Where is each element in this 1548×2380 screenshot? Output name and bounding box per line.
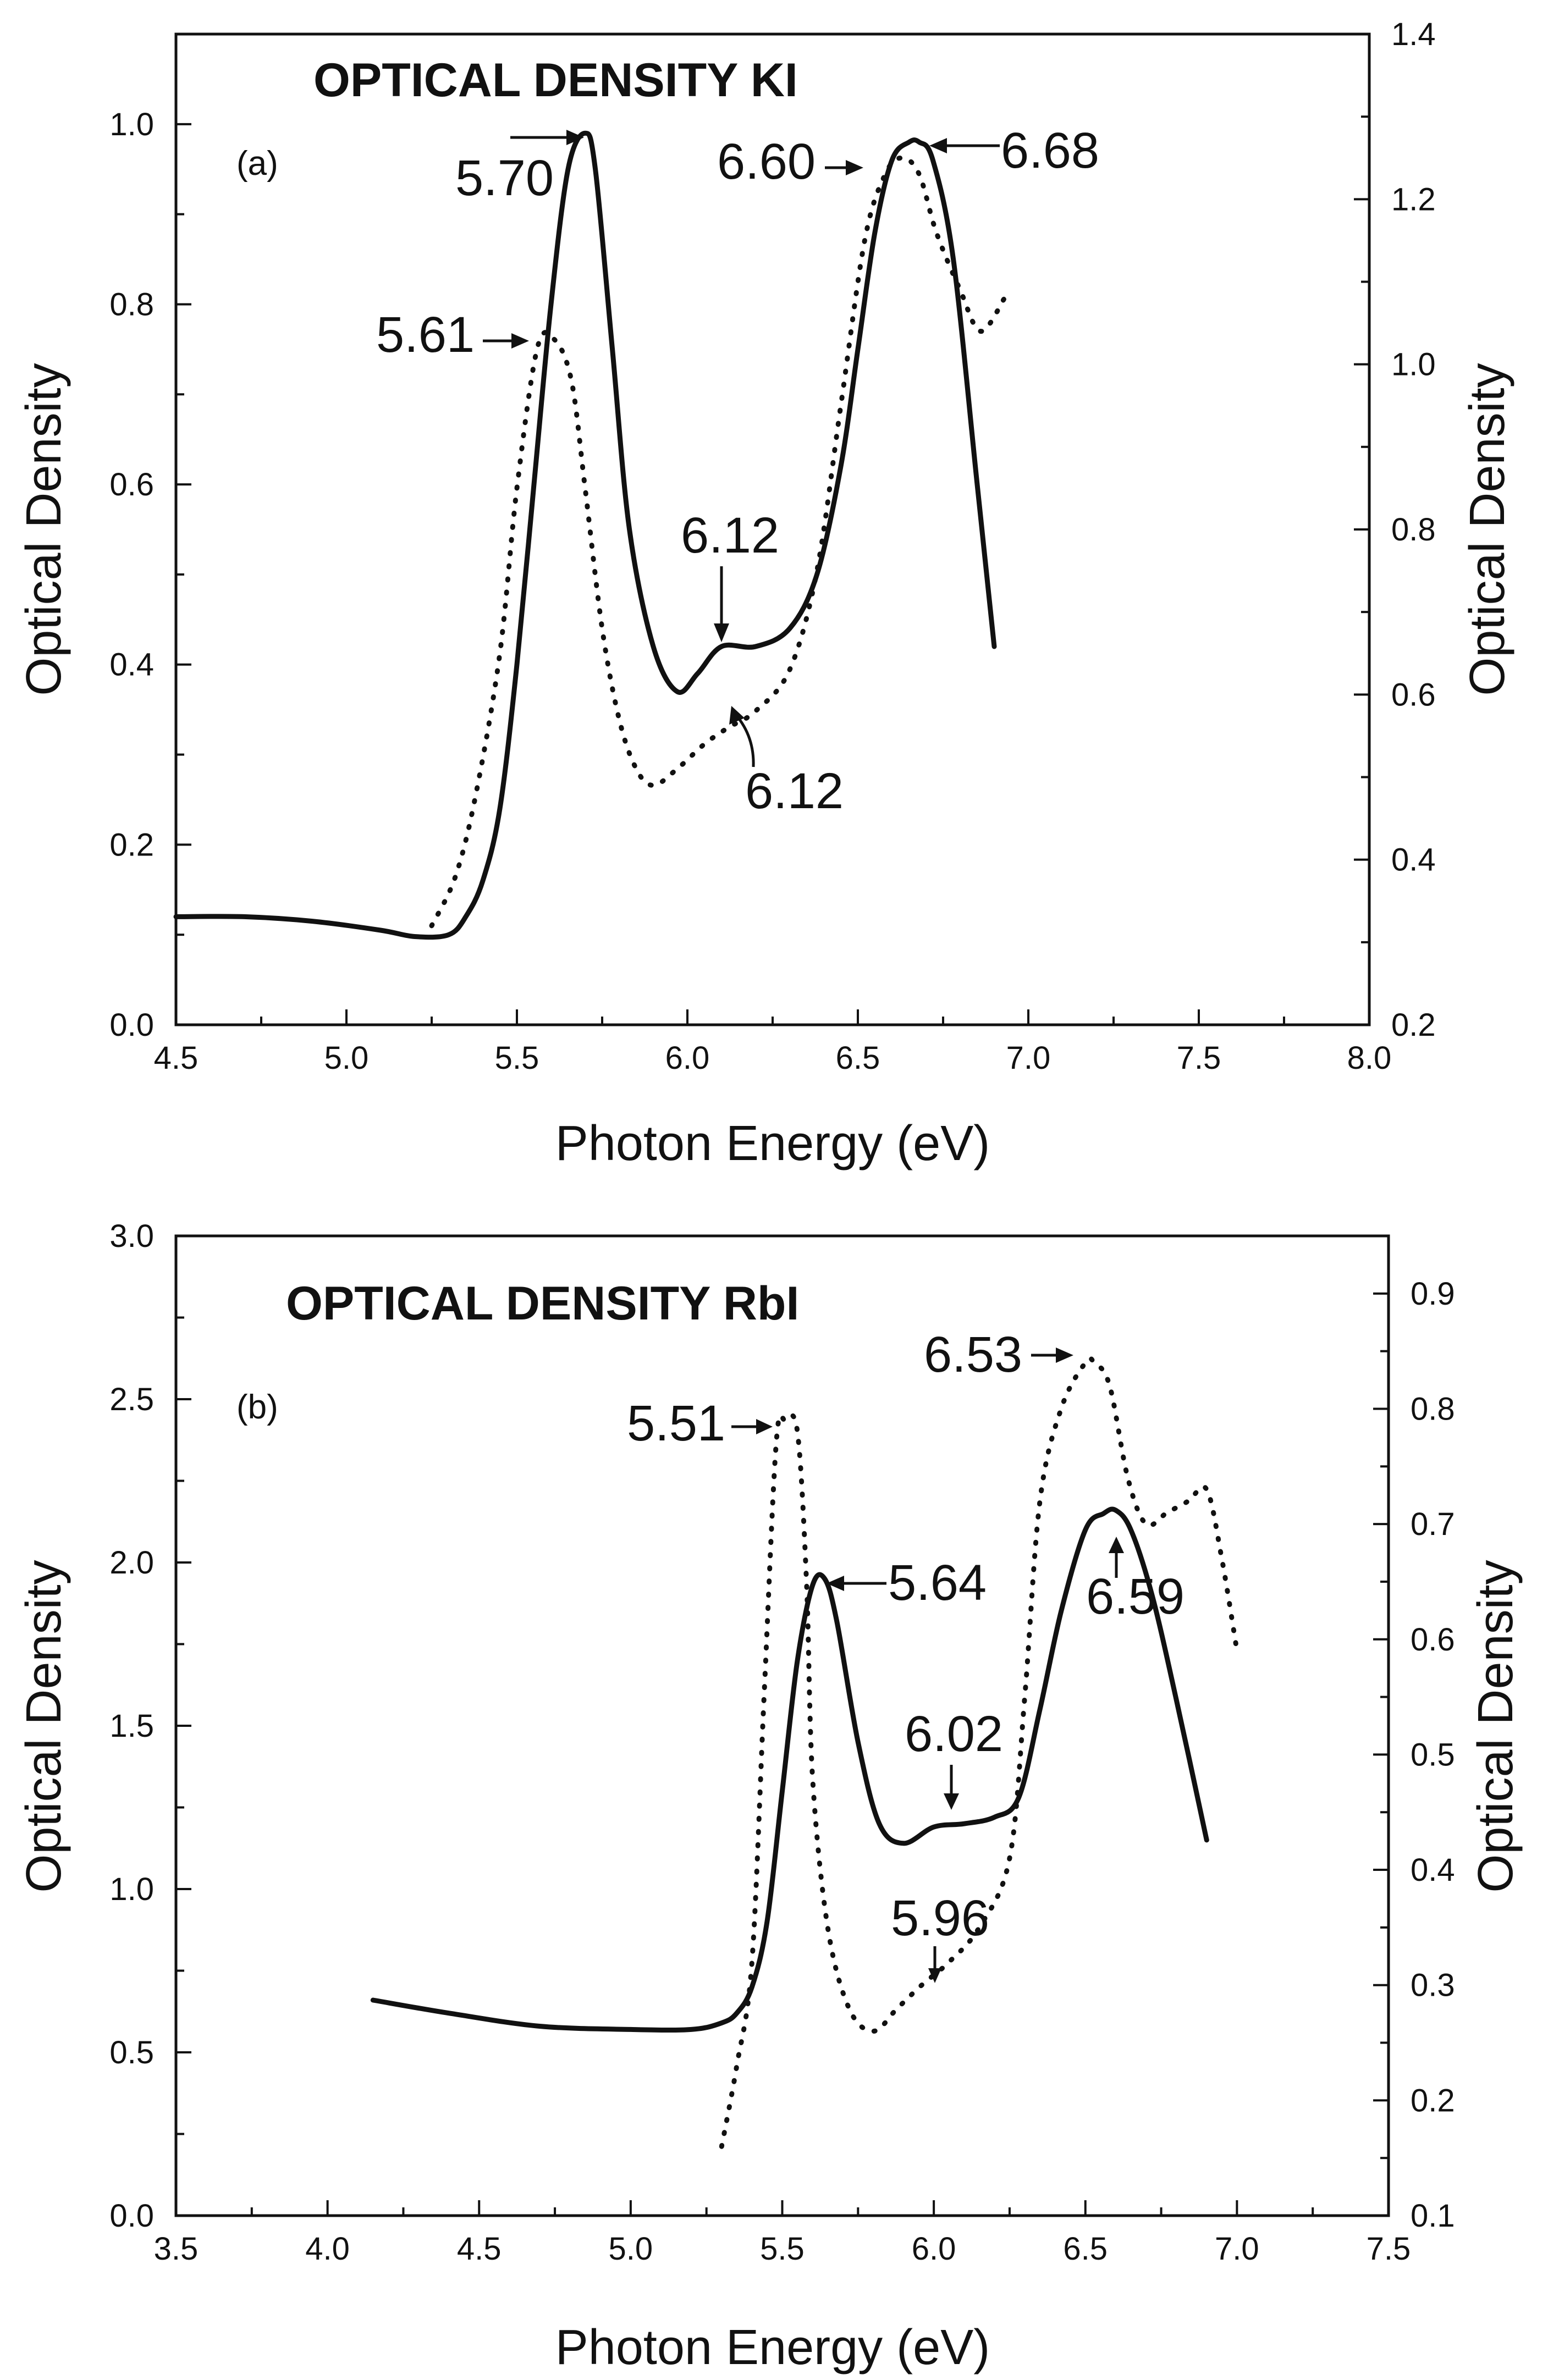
annotation-6-12-dotted: 6.12	[745, 763, 844, 819]
annotation-6-02: 6.02	[905, 1706, 1003, 1762]
y-tick-label-a-4: 0.8	[109, 286, 154, 322]
x-tick-label-b-7: 7.0	[1215, 2231, 1259, 2267]
series-solid-b	[370, 1506, 1209, 2033]
x-tick-label-a-5: 7.0	[1006, 1040, 1051, 1076]
y2-tick-label-b-0: 0.1	[1411, 2198, 1455, 2234]
y2-tick-label-a-3: 0.8	[1391, 512, 1436, 548]
y2-tick-label-b-3: 0.4	[1411, 1852, 1455, 1888]
annotation-5-51: 5.51	[627, 1395, 725, 1451]
y-tick-label-a-3: 0.6	[109, 467, 154, 502]
y-tick-label-b-3: 1.5	[109, 1708, 154, 1744]
y2-tick-label-b-2: 0.3	[1411, 1968, 1455, 2003]
y-tick-label-a-2: 0.4	[109, 647, 154, 683]
panel-b: 3.5 4.0 4.5 5.0 5.5 6.0 6.5 7.0 7.5 0.0 0.5 1.0 1.5…	[16, 1218, 1523, 2375]
panel-label-a: (a)	[236, 145, 278, 183]
annotation-5-61: 5.61	[376, 307, 475, 363]
panel-label-b: (b)	[236, 1388, 278, 1426]
y-tick-label-a-5: 1.0	[109, 107, 154, 142]
annotation-6-53: 6.53	[924, 1327, 1022, 1383]
arrowhead-6-60	[846, 160, 863, 175]
y-tick-label-b-1: 0.5	[109, 2035, 154, 2070]
x-tick-label-b-0: 3.5	[154, 2231, 199, 2267]
arrowhead-6-68	[929, 138, 947, 153]
y2-tick-label-b-8: 0.9	[1411, 1276, 1455, 1312]
panel-a: 4.5 5.0 5.5 6.0 6.5 7.0 7.5 8.0 0.0 0.2 0.4 0.6 0.8…	[16, 16, 1515, 1171]
y2-tick-label-b-5: 0.6	[1411, 1622, 1455, 1658]
x-tick-label-b-5: 6.0	[912, 2231, 956, 2267]
y-tick-label-a-0: 0.0	[109, 1007, 154, 1043]
arrowhead-6-12-solid	[714, 623, 729, 642]
x-tick-label-a-2: 5.5	[495, 1040, 539, 1076]
y-axis-title-a: Optical Density	[16, 363, 71, 695]
annotation-6-12-solid: 6.12	[681, 507, 779, 564]
y-axis-title-b: Optical Density	[16, 1560, 71, 1892]
arrowhead-5-96	[928, 1968, 941, 1983]
arrowhead-6-02	[944, 1793, 959, 1810]
x-axis-title-a: Photon Energy (eV)	[555, 1116, 990, 1171]
x-tick-label-b-2: 4.5	[457, 2231, 502, 2267]
annotation-5-70: 5.70	[455, 150, 554, 206]
x-tick-label-a-0: 4.5	[154, 1040, 199, 1076]
x-tick-label-b-8: 7.5	[1367, 2231, 1411, 2267]
y2-tick-label-a-2: 0.6	[1391, 677, 1436, 713]
annotation-5-96: 5.96	[891, 1890, 989, 1946]
series-dotted-b	[719, 1356, 1239, 2149]
plot-frame-b	[174, 1234, 1390, 2217]
panel-title-a: OPTICAL DENSITY KI	[313, 54, 798, 107]
x-tick-label-b-3: 5.0	[609, 2231, 653, 2267]
x-tick-label-b-6: 6.5	[1063, 2231, 1108, 2267]
y-tick-label-a-1: 0.2	[109, 827, 154, 863]
y2-tick-label-a-6: 1.4	[1391, 16, 1436, 52]
x-axis-title-b: Photon Energy (eV)	[555, 2320, 990, 2375]
y-tick-label-b-5: 2.5	[109, 1382, 154, 1417]
y2-tick-label-b-4: 0.5	[1411, 1737, 1455, 1772]
x-tick-label-a-6: 7.5	[1177, 1040, 1221, 1076]
series-dotted-a	[429, 155, 1007, 929]
y2-axis-title-b: Optical Density	[1468, 1560, 1523, 1892]
y2-tick-label-a-5: 1.2	[1391, 181, 1436, 217]
arrowhead-6-53	[1056, 1348, 1073, 1363]
arrowhead-5-64	[827, 1576, 844, 1591]
x-tick-label-a-4: 6.5	[836, 1040, 880, 1076]
annotation-6-68: 6.68	[1001, 123, 1099, 179]
annotation-6-59: 6.59	[1086, 1569, 1185, 1625]
arrow-6-12-dotted	[735, 714, 755, 767]
x-tick-label-a-3: 6.0	[665, 1040, 710, 1076]
annotation-5-64: 5.64	[888, 1555, 987, 1611]
arrowhead-6-12-dotted	[729, 706, 745, 725]
annotation-6-60: 6.60	[717, 134, 816, 190]
y-tick-label-b-4: 2.0	[109, 1545, 154, 1581]
y-tick-label-b-0: 0.0	[109, 2198, 154, 2234]
y2-tick-label-a-4: 1.0	[1391, 347, 1436, 383]
x-tick-label-b-1: 4.0	[305, 2231, 350, 2267]
y-tick-label-b-2: 1.0	[109, 1871, 154, 1907]
x-tick-label-a-1: 5.0	[324, 1040, 369, 1076]
y2-tick-label-b-7: 0.8	[1411, 1391, 1455, 1427]
arrowhead-6-59	[1109, 1537, 1124, 1553]
y2-tick-label-a-1: 0.4	[1391, 842, 1436, 878]
panel-title-b: OPTICAL DENSITY RbI	[286, 1277, 799, 1330]
arrowhead-5-70	[566, 130, 584, 145]
y2-tick-label-b-1: 0.2	[1411, 2083, 1455, 2118]
arrowhead-5-51	[756, 1419, 773, 1434]
y2-tick-label-b-6: 0.7	[1411, 1506, 1455, 1542]
y2-axis-title-a: Optical Density	[1460, 363, 1515, 695]
series-solid-a	[173, 130, 997, 940]
arrowhead-5-61	[511, 333, 529, 349]
x-tick-label-b-4: 5.5	[760, 2231, 805, 2267]
y2-tick-label-a-0: 0.2	[1391, 1007, 1436, 1043]
y-tick-label-b-6: 3.0	[109, 1218, 154, 1254]
x-tick-label-a-7: 8.0	[1347, 1040, 1392, 1076]
